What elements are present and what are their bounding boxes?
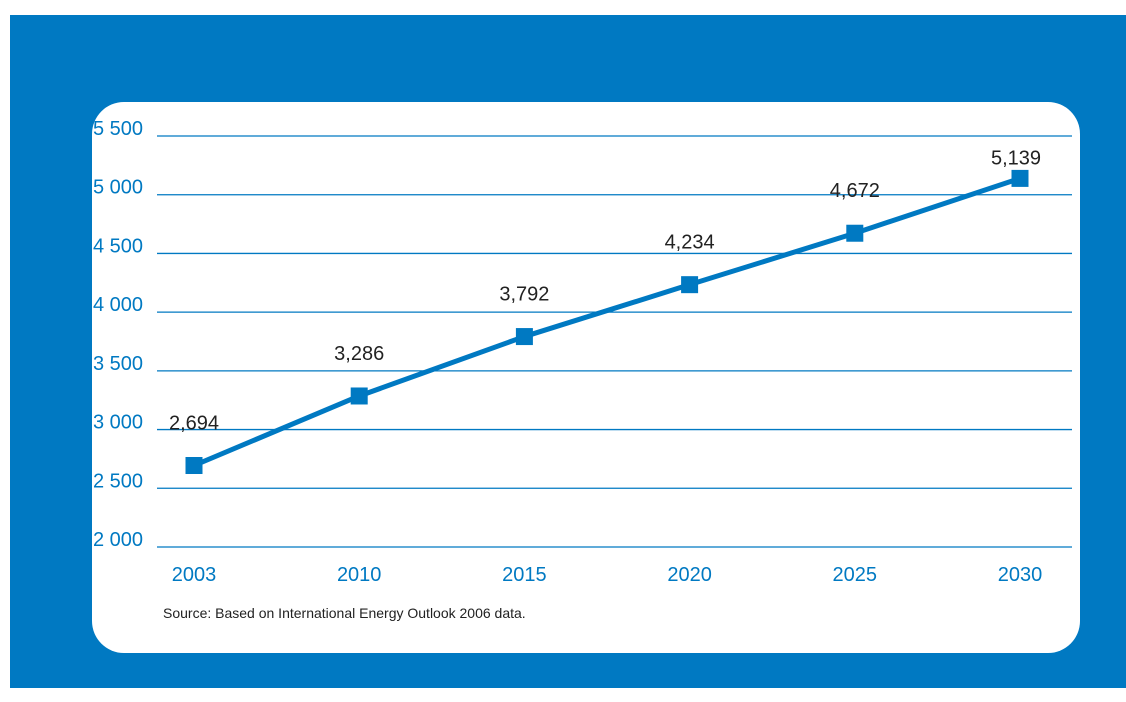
data-point-marker (351, 387, 368, 404)
x-tick-label: 2025 (833, 564, 878, 586)
data-label: 3,286 (334, 343, 384, 365)
y-tick-label: 2 000 (93, 529, 143, 551)
data-label: 4,672 (830, 180, 880, 202)
data-label: 3,792 (499, 284, 549, 306)
data-label: 4,234 (665, 232, 715, 254)
data-point-marker (846, 225, 863, 242)
x-tick-label: 2015 (502, 564, 547, 586)
x-tick-label: 2010 (337, 564, 382, 586)
x-tick-label: 2003 (172, 564, 217, 586)
series-line (194, 178, 1020, 465)
data-point-marker (1012, 170, 1029, 187)
y-tick-label: 3 500 (93, 353, 143, 375)
source-note: Source: Based on International Energy Ou… (163, 605, 526, 621)
y-tick-label: 3 000 (93, 412, 143, 434)
y-tick-label: 2 500 (93, 470, 143, 492)
data-point-marker (681, 276, 698, 293)
x-tick-label: 2030 (998, 564, 1043, 586)
data-point-marker (186, 457, 203, 474)
x-tick-label: 2020 (667, 564, 712, 586)
y-tick-label: 4 000 (93, 294, 143, 316)
data-label: 5,139 (991, 147, 1041, 169)
y-tick-label: 5 000 (93, 177, 143, 199)
y-tick-label: 5 500 (93, 118, 143, 140)
data-point-marker (516, 328, 533, 345)
y-tick-label: 4 500 (93, 235, 143, 257)
data-label: 2,694 (169, 413, 219, 435)
